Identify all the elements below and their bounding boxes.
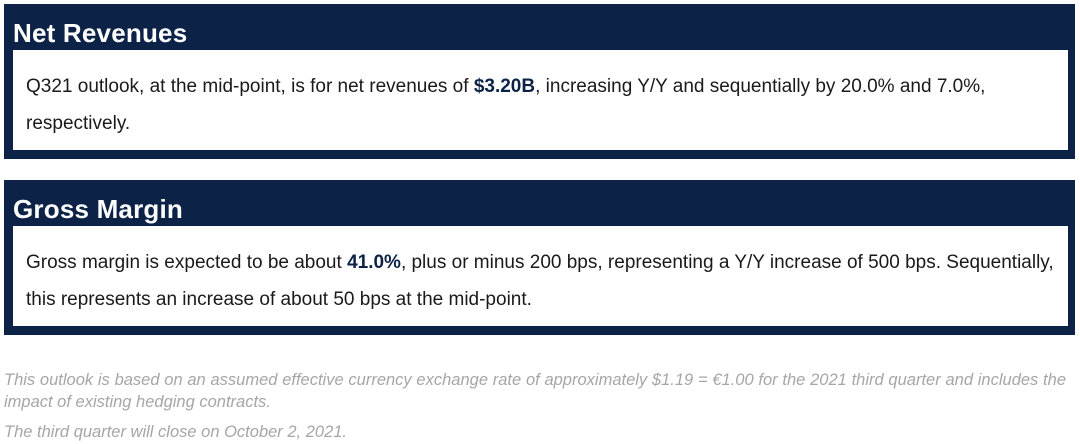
gross-margin-text-start: Gross margin is expected to be about xyxy=(26,252,348,273)
net-revenues-text-end: , increasing Y/Y and sequentially by 20.… xyxy=(26,76,986,134)
gross-margin-value: 41.0% xyxy=(347,252,401,273)
gross-margin-panel: Gross Margin Gross margin is expected to… xyxy=(4,180,1075,335)
net-revenues-text-start: Q321 outlook, at the mid-point, is for n… xyxy=(26,76,474,97)
net-revenues-panel: Net Revenues Q321 outlook, at the mid-po… xyxy=(4,4,1075,159)
gross-margin-title: Gross Margin xyxy=(13,194,183,224)
gross-margin-text-end: , plus or minus 200 bps, representing a … xyxy=(26,252,1054,310)
gross-margin-body: Gross margin is expected to be about 41.… xyxy=(13,226,1068,326)
quarter-close-footnote: The third quarter will close on October … xyxy=(4,423,348,441)
exchange-rate-footnote: This outlook is based on an assumed effe… xyxy=(4,371,1066,411)
net-revenues-body: Q321 outlook, at the mid-point, is for n… xyxy=(13,50,1068,150)
net-revenues-value: $3.20B xyxy=(473,76,536,97)
net-revenues-title: Net Revenues xyxy=(13,18,188,48)
